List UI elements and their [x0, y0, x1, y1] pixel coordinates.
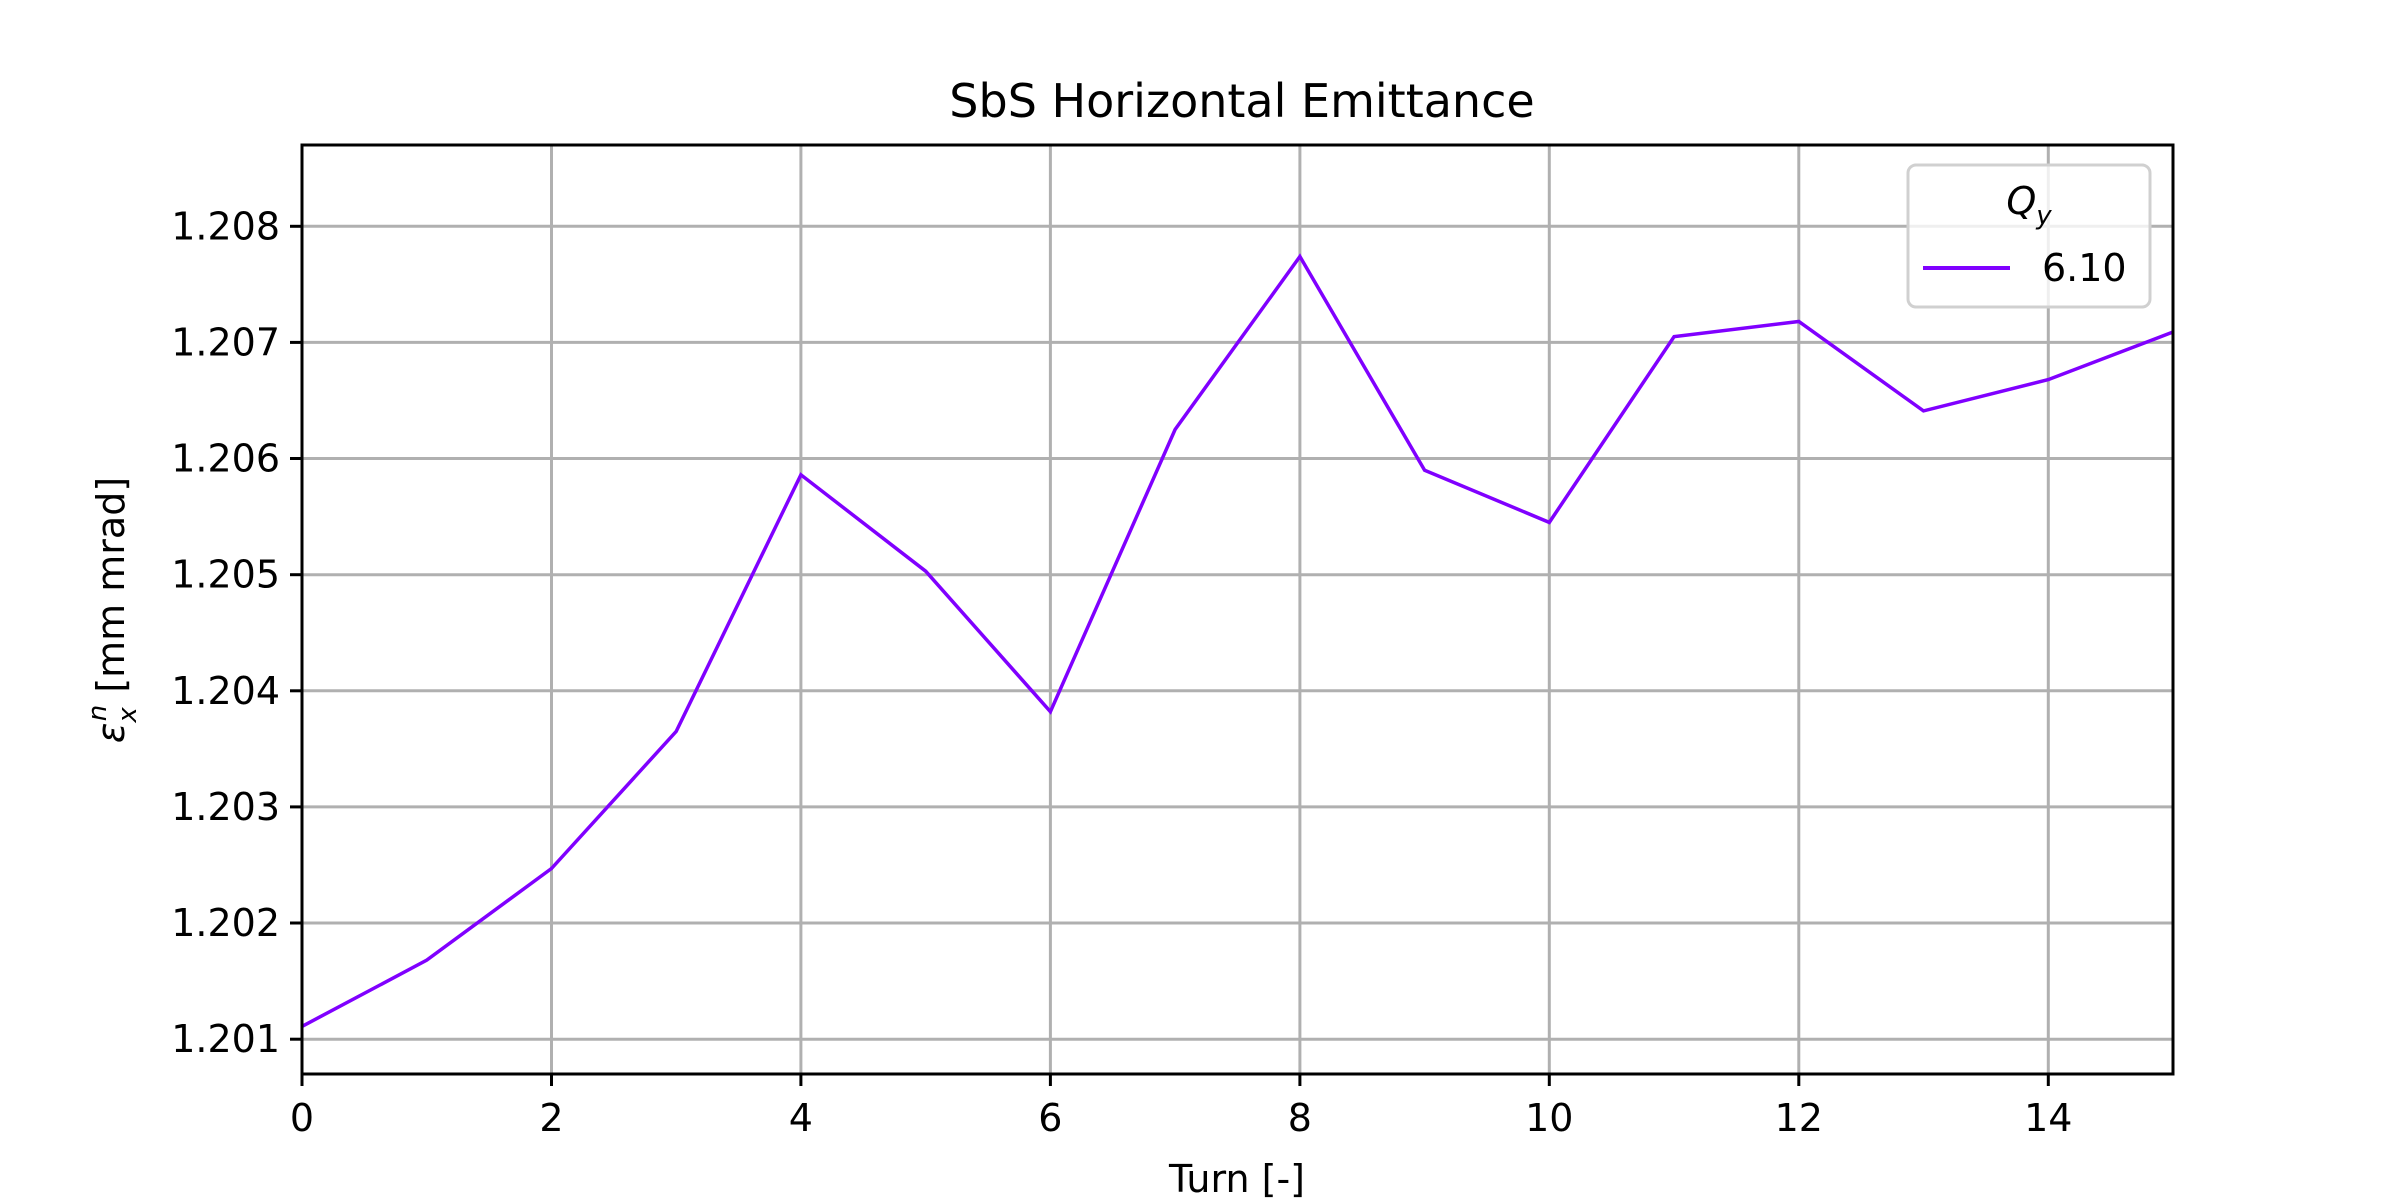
y-tick-label: 1.202 [171, 901, 280, 945]
y-axis-label: εxn [mm mrad] [83, 477, 143, 743]
y-tick-label: 1.207 [171, 320, 280, 364]
x-tick-label: 14 [2024, 1096, 2072, 1140]
chart-title: SbS Horizontal Emittance [949, 74, 1534, 128]
legend-series-label: 6.10 [2042, 246, 2127, 290]
y-tick-label: 1.205 [171, 553, 280, 597]
y-axis-label-superscript: n [83, 705, 113, 721]
y-tick-label: 1.204 [171, 669, 280, 713]
plot-frame [300, 143, 2175, 1076]
y-tick-label: 1.201 [171, 1017, 280, 1061]
legend: Qy 6.10 [1906, 163, 2152, 309]
legend-title-subscript: y [2035, 201, 2052, 231]
y-tick-label: 1.203 [171, 785, 280, 829]
x-axis-label: Turn [-] [1168, 1157, 1305, 1200]
series-line [301, 253, 2174, 1028]
x-tick-label: 8 [1288, 1096, 1312, 1140]
x-tick-label: 4 [789, 1096, 813, 1140]
x-tick-label: 0 [290, 1096, 314, 1140]
y-axis-label-subscript: x [113, 707, 143, 724]
x-axis: 0 2 4 6 8 10 12 14 [290, 1074, 2072, 1140]
x-tick-label: 6 [1038, 1096, 1062, 1140]
y-tick-label: 1.208 [171, 204, 280, 248]
x-tick-label: 2 [539, 1096, 563, 1140]
series-layer [301, 253, 2174, 1028]
x-tick-label: 12 [1775, 1096, 1823, 1140]
legend-title: Qy [2006, 179, 2052, 231]
legend-box [1906, 163, 2152, 309]
y-tick-label: 1.206 [171, 437, 280, 481]
legend-title-symbol: Q [2006, 179, 2036, 223]
y-axis-label-unit: [mm mrad] [89, 477, 133, 705]
x-tick-label: 10 [1525, 1096, 1573, 1140]
y-axis-label-symbol: ε [89, 723, 133, 744]
y-axis: 1.201 1.202 1.203 1.204 1.205 1.206 1.207 1.208 [171, 204, 302, 1061]
grid [300, 145, 2173, 1074]
